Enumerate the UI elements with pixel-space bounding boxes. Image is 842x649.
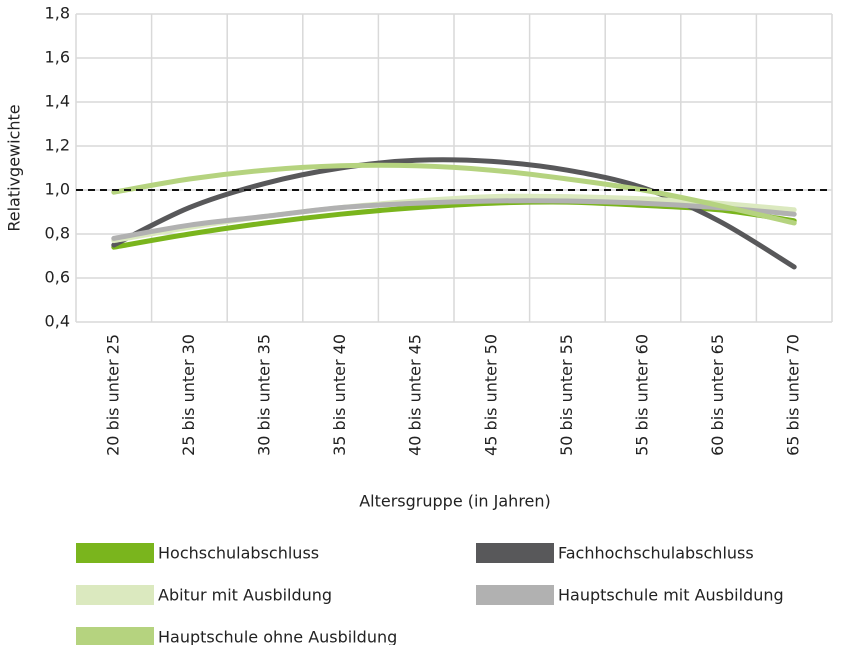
legend-label: Abitur mit Ausbildung (158, 586, 332, 605)
legend-label: Hauptschule mit Ausbildung (558, 586, 784, 605)
x-tick-label: 60 bis unter 65 (708, 334, 727, 456)
y-tick-label: 1,8 (45, 4, 70, 23)
x-tick-label: 65 bis unter 70 (784, 334, 803, 456)
x-tick-label: 35 bis unter 40 (330, 334, 349, 456)
legend-swatch (476, 543, 554, 563)
y-tick-label: 1,0 (45, 180, 70, 199)
y-tick-label: 0,6 (45, 268, 70, 287)
legend-swatch (76, 627, 154, 647)
legend-label: Hauptschule ohne Ausbildung (158, 628, 397, 646)
y-tick-label: 1,6 (45, 48, 70, 67)
x-tick-label: 55 bis unter 60 (633, 334, 652, 456)
legend-label: Fachhochschulabschluss (558, 544, 754, 563)
legend-swatch (476, 585, 554, 605)
x-axis-label: Altersgruppe (in Jahren) (359, 492, 551, 511)
y-axis-label: Relativgewichte (5, 104, 24, 231)
legend-label: Hochschulabschluss (158, 544, 319, 563)
legend-swatch (76, 543, 154, 563)
x-tick-label: 40 bis unter 45 (406, 334, 425, 456)
series-line (111, 162, 797, 226)
y-tick-label: 1,2 (45, 136, 70, 155)
x-tick-label: 20 bis unter 25 (103, 334, 122, 456)
x-tick-label: 45 bis unter 50 (481, 334, 500, 456)
legend-swatch (76, 585, 154, 605)
y-tick-label: 0,4 (45, 312, 70, 331)
x-tick-label: 30 bis unter 35 (255, 334, 274, 456)
series-line (111, 198, 797, 241)
x-tick-label: 25 bis unter 30 (179, 334, 198, 456)
y-tick-label: 1,4 (45, 92, 70, 111)
x-tick-label: 50 bis unter 55 (557, 334, 576, 456)
y-tick-label: 0,8 (45, 224, 70, 243)
